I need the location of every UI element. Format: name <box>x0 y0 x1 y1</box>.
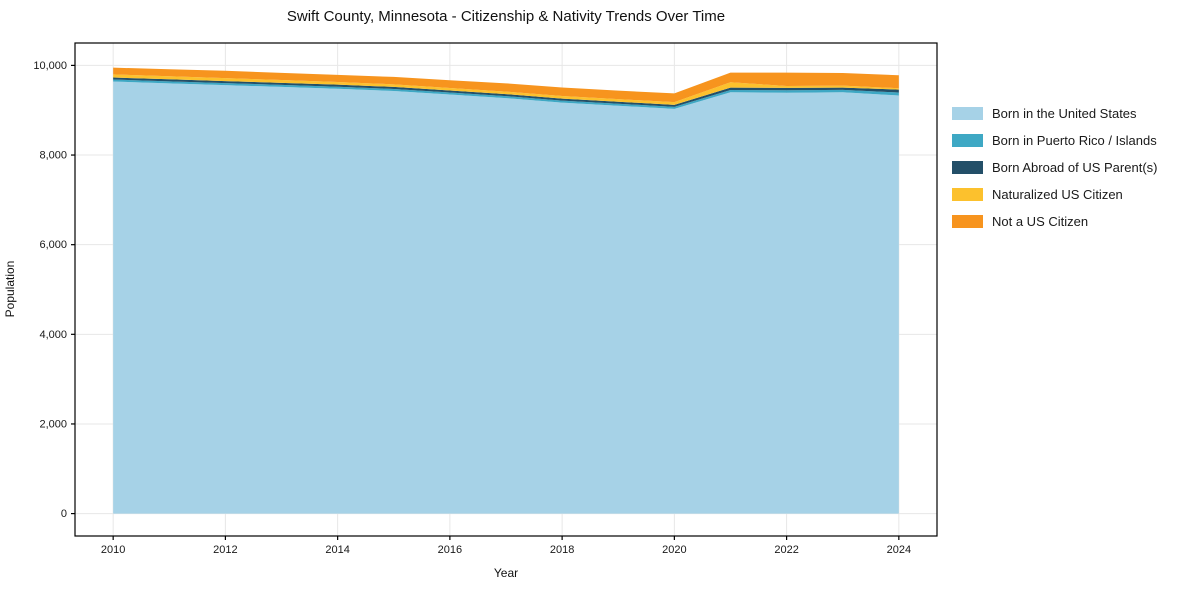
x-tick-label: 2020 <box>662 544 686 556</box>
x-tick-label: 2012 <box>213 544 237 556</box>
area-series-born-abroad-of-us-parent-s- <box>113 77 899 107</box>
area-series-naturalized-us-citizen <box>113 74 899 105</box>
legend-swatch-born-pr <box>952 134 983 147</box>
legend-item: Born Abroad of US Parent(s) <box>952 154 1157 181</box>
legend-label: Born in Puerto Rico / Islands <box>992 133 1157 148</box>
y-tick-label: 0 <box>61 508 67 520</box>
x-tick-label: 2022 <box>774 544 798 556</box>
legend-label: Born in the United States <box>992 106 1137 121</box>
legend-swatch-born-us <box>952 107 983 120</box>
x-tick-label: 2016 <box>438 544 462 556</box>
x-axis-label: Year <box>493 566 519 580</box>
area-series-not-a-us-citizen <box>113 67 899 103</box>
legend-item: Born in the United States <box>952 100 1157 127</box>
legend-item: Not a US Citizen <box>952 208 1157 235</box>
x-tick-label: 2024 <box>887 544 911 556</box>
y-tick-label: 2,000 <box>39 418 67 430</box>
x-tick-label: 2010 <box>101 544 125 556</box>
legend-label: Not a US Citizen <box>992 214 1089 229</box>
x-tick-label: 2014 <box>325 544 349 556</box>
y-axis-label: Population <box>3 260 17 318</box>
legend-swatch-born-abroad <box>952 161 983 174</box>
area-series-born-in-the-united-states <box>113 81 899 514</box>
legend-swatch-naturalized <box>952 188 983 201</box>
plot-border <box>74 42 938 537</box>
y-tick-label: 6,000 <box>39 239 67 251</box>
y-tick-label: 8,000 <box>39 150 67 162</box>
y-tick-label: 4,000 <box>39 329 67 341</box>
chart-title: Swift County, Minnesota - Citizenship & … <box>286 8 726 25</box>
legend-label: Born Abroad of US Parent(s) <box>992 160 1158 175</box>
y-tick-label: 10,000 <box>33 60 67 72</box>
x-tick-label: 2018 <box>550 544 574 556</box>
area-series-born-in-puerto-rico-islands <box>113 79 899 109</box>
legend-item: Naturalized US Citizen <box>952 181 1157 208</box>
legend-label: Naturalized US Citizen <box>992 187 1123 202</box>
legend-swatch-not-citizen <box>952 215 983 228</box>
legend-item: Born in Puerto Rico / Islands <box>952 127 1157 154</box>
legend: Born in the United States Born in Puerto… <box>952 100 1157 235</box>
